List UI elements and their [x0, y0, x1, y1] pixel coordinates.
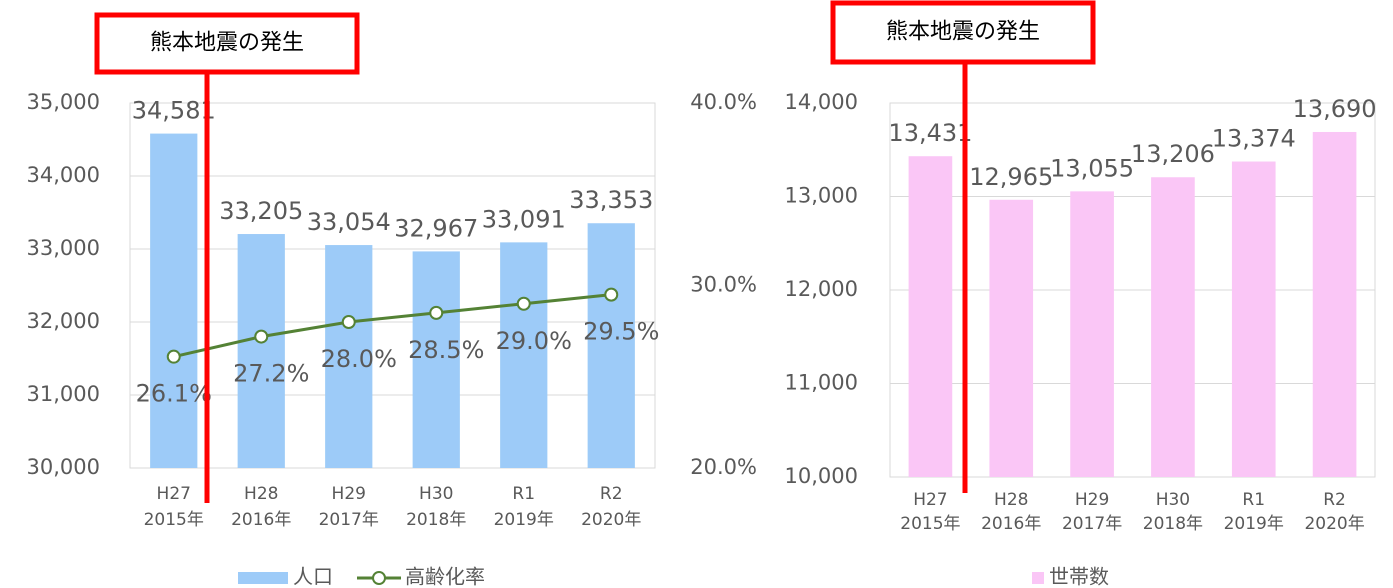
- bar: [412, 251, 460, 468]
- x-tick-label: 2020年: [1304, 514, 1364, 534]
- line-marker: [516, 296, 531, 311]
- x-tick-label: R2: [600, 484, 623, 504]
- x-tick-label: H28: [244, 484, 278, 504]
- x-tick-label: H29: [332, 484, 366, 504]
- bar: [237, 234, 285, 468]
- x-tick-label: 2018年: [406, 510, 466, 530]
- data-label: 12,965: [969, 163, 1053, 191]
- bar: [325, 245, 373, 468]
- data-label: 27.2%: [233, 360, 309, 388]
- x-tick-label: R2: [1323, 490, 1346, 510]
- x-tick-label: 2019年: [494, 510, 554, 530]
- x-tick-label: H30: [419, 484, 453, 504]
- data-label: 13,206: [1131, 140, 1215, 168]
- bar: [500, 242, 548, 468]
- data-label: 29.5%: [583, 318, 659, 346]
- line-marker: [254, 329, 269, 344]
- y2-tick-label: 40.0%: [690, 90, 757, 114]
- x-tick-label: 2019年: [1224, 514, 1284, 534]
- y-tick-label: 31,000: [27, 382, 100, 406]
- x-tick-label: 2016年: [231, 510, 291, 530]
- annotation-box: [94, 12, 360, 75]
- x-tick-label: 2016年: [981, 514, 1041, 534]
- data-label: 28.5%: [408, 336, 484, 364]
- x-tick-label: 2017年: [1062, 514, 1122, 534]
- data-label: 29.0%: [496, 327, 572, 355]
- y-tick-label: 32,000: [27, 309, 100, 333]
- line-marker: [341, 315, 356, 329]
- data-label: 28.0%: [321, 345, 397, 373]
- data-label: 33,205: [219, 197, 303, 225]
- line-marker: [604, 287, 619, 302]
- y2-tick-label: 30.0%: [690, 273, 757, 297]
- data-label: 13,374: [1212, 125, 1296, 153]
- line-marker: [429, 305, 444, 320]
- data-label: 13,690: [1293, 95, 1377, 123]
- x-tick-label: H27: [913, 490, 947, 510]
- x-tick-label: 2018年: [1143, 514, 1203, 534]
- bar: [1070, 191, 1114, 478]
- line-marker: [166, 349, 181, 364]
- annotation: 熊本地震の発生: [886, 20, 1040, 45]
- data-label: 32,967: [394, 214, 478, 242]
- data-label: 34,581: [132, 97, 216, 125]
- y-tick-label: 14,000: [785, 90, 858, 114]
- bar: [150, 133, 198, 468]
- bar: [908, 156, 953, 477]
- y-tick-label: 10,000: [785, 464, 858, 488]
- x-tick-label: 2020年: [581, 510, 641, 530]
- bar: [587, 223, 635, 468]
- x-tick-label: H29: [1075, 490, 1109, 510]
- legend-swatch: [238, 572, 288, 584]
- y-tick-label: 13,000: [785, 184, 858, 208]
- legend-label: 世帯数: [1049, 565, 1109, 588]
- y2-tick-label: 20.0%: [690, 455, 757, 479]
- x-tick-label: H30: [1156, 490, 1190, 510]
- bar: [989, 199, 1034, 477]
- data-label: 13,431: [888, 119, 972, 147]
- x-tick-label: R1: [1242, 490, 1265, 510]
- y-tick-label: 33,000: [27, 236, 100, 260]
- legend-marker: [372, 571, 386, 585]
- legend-label: 高齢化率: [405, 565, 485, 588]
- data-label: 33,054: [307, 208, 391, 236]
- x-tick-label: 2017年: [319, 510, 379, 530]
- x-tick-label: 2015年: [144, 510, 204, 530]
- x-tick-label: 2015年: [900, 514, 960, 534]
- y-tick-label: 12,000: [785, 277, 858, 301]
- data-label: 26.1%: [136, 380, 212, 408]
- bar: [1312, 131, 1357, 478]
- bar: [1151, 177, 1195, 477]
- annotation: 熊本地震の発生: [150, 31, 304, 56]
- data-label: 33,353: [569, 186, 653, 214]
- legend-swatch: [1032, 572, 1044, 584]
- x-tick-label: H28: [994, 490, 1028, 510]
- line: [173, 293, 612, 359]
- plot-frame: [129, 102, 656, 469]
- x-tick-label: H27: [157, 484, 191, 504]
- y-tick-label: 34,000: [27, 163, 100, 187]
- legend-label: 人口: [293, 565, 333, 588]
- y-tick-label: 35,000: [27, 90, 100, 114]
- y-tick-label: 30,000: [27, 455, 100, 479]
- plot-frame: [889, 102, 1376, 478]
- x-tick-label: R1: [512, 484, 535, 504]
- y-tick-label: 11,000: [785, 371, 858, 395]
- annotation-box: [830, 0, 1096, 65]
- data-label: 33,091: [482, 205, 566, 233]
- bar: [1231, 161, 1276, 477]
- data-label: 13,055: [1050, 154, 1134, 182]
